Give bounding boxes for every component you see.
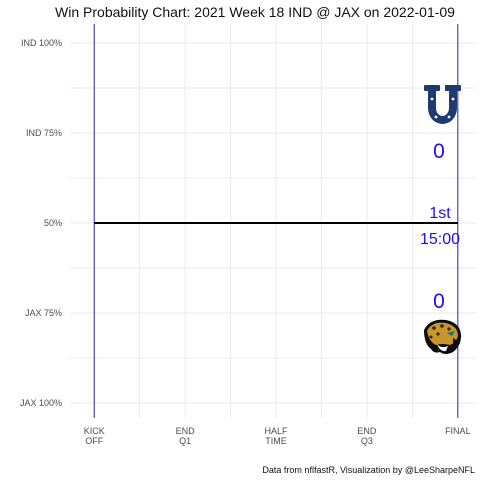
x-tick-label-line2: OFF: [85, 436, 103, 446]
colts-horseshoe-icon: [424, 85, 461, 124]
grid: [70, 24, 476, 418]
y-tick-label: 50%: [44, 218, 62, 228]
x-tick-label: END: [176, 426, 196, 436]
x-tick-label: HALF: [265, 426, 289, 436]
x-tick-label-line2: Q1: [179, 436, 191, 446]
x-tick-label-line2: TIME: [265, 436, 287, 446]
y-tick-label: JAX 100%: [20, 398, 62, 408]
chart-title: Win Probability Chart: 2021 Week 18 IND …: [55, 4, 455, 20]
away-score: 0: [433, 290, 445, 313]
home-score: 0: [433, 140, 445, 163]
x-tick-label: FINAL: [445, 426, 471, 436]
y-tick-label: JAX 75%: [25, 308, 62, 318]
jaguars-head-icon: [424, 319, 461, 354]
quarter-label: 1st: [429, 205, 451, 222]
chart-caption: Data from nflfastR, Visualization by @Le…: [262, 465, 475, 475]
game-clock: 15:00: [420, 231, 460, 248]
x-tick-label: KICK: [84, 426, 105, 436]
x-tick-label: END: [357, 426, 377, 436]
y-axis-ticks: IND 100% IND 75% 50% JAX 75% JAX 100%: [20, 38, 62, 408]
x-tick-label-line2: Q3: [361, 436, 373, 446]
y-tick-label: IND 75%: [26, 128, 62, 138]
y-tick-label: IND 100%: [21, 38, 62, 48]
